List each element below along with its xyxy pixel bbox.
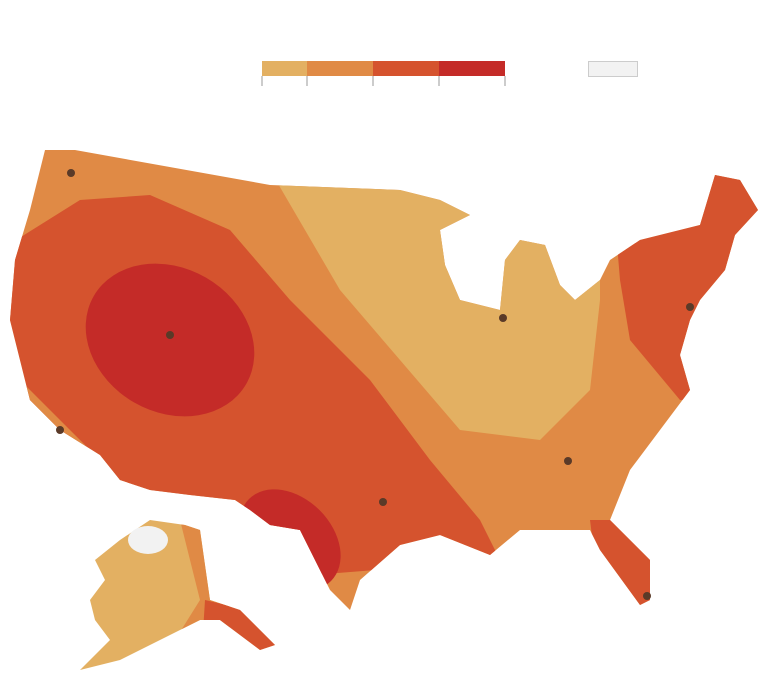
city-dot bbox=[564, 457, 572, 465]
city-dot bbox=[686, 303, 694, 311]
region bbox=[590, 520, 660, 610]
city-dot bbox=[67, 169, 75, 177]
legend-swatch bbox=[373, 61, 439, 76]
legend bbox=[261, 61, 638, 86]
legend-swatch bbox=[307, 61, 373, 76]
legend-swatch bbox=[262, 61, 307, 76]
city-dot bbox=[379, 498, 387, 506]
city-dot bbox=[643, 592, 651, 600]
city-dot bbox=[56, 426, 64, 434]
region bbox=[80, 520, 275, 670]
no-data-area bbox=[128, 526, 168, 554]
region bbox=[85, 263, 255, 417]
cities bbox=[56, 169, 694, 600]
alaska bbox=[80, 520, 275, 670]
city-dot bbox=[166, 331, 174, 339]
city-dot bbox=[499, 314, 507, 322]
legend-no-data bbox=[588, 61, 638, 77]
region bbox=[200, 600, 275, 670]
legend-swatch bbox=[439, 61, 505, 76]
